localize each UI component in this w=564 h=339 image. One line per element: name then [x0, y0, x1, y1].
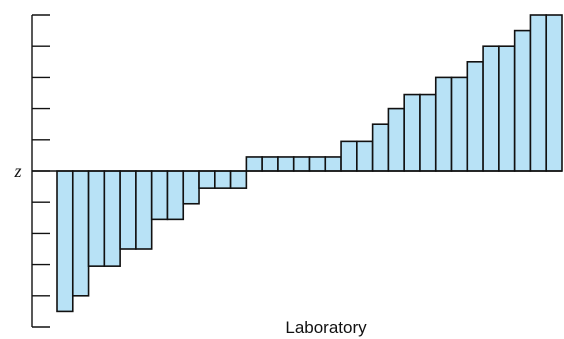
bar-lab-12	[229, 170, 248, 189]
bar-lab-23	[403, 93, 421, 172]
bar-lab-4	[103, 170, 121, 267]
bar-lab-2	[71, 170, 90, 297]
bar-lab-22	[387, 107, 405, 172]
bar-lab-26	[450, 76, 469, 172]
bar-lab-14	[261, 156, 279, 172]
bar-lab-18	[324, 156, 342, 172]
bar-lab-27	[466, 60, 484, 172]
y-axis-label: z	[13, 161, 21, 181]
bar-lab-17	[308, 156, 327, 172]
bar-lab-6	[135, 170, 153, 250]
bar-lab-11	[214, 170, 232, 189]
bar-lab-25	[434, 76, 453, 172]
bar-lab-24	[419, 93, 437, 172]
bar-lab-9	[182, 170, 200, 205]
bar-lab-20	[356, 140, 374, 172]
bar-lab-32	[545, 14, 563, 172]
x-axis-label: Laboratory	[285, 318, 367, 337]
bar-lab-21	[371, 123, 390, 172]
bar-lab-13	[245, 156, 263, 172]
bar-lab-16	[292, 156, 311, 172]
bar-lab-7	[150, 170, 169, 221]
bar-lab-15	[277, 156, 295, 172]
bar-lab-30	[513, 29, 532, 172]
bar-lab-10	[198, 170, 216, 189]
bar-lab-1	[56, 170, 74, 313]
bar-lab-5	[119, 170, 137, 250]
axes-group	[31, 14, 562, 328]
bar-lab-28	[482, 45, 500, 172]
bar-lab-29	[498, 45, 516, 172]
bar-lab-8	[166, 170, 185, 221]
bar-lab-19	[340, 140, 358, 172]
bars-group	[56, 14, 563, 313]
bar-lab-31	[529, 14, 548, 172]
bar-lab-3	[87, 170, 106, 267]
